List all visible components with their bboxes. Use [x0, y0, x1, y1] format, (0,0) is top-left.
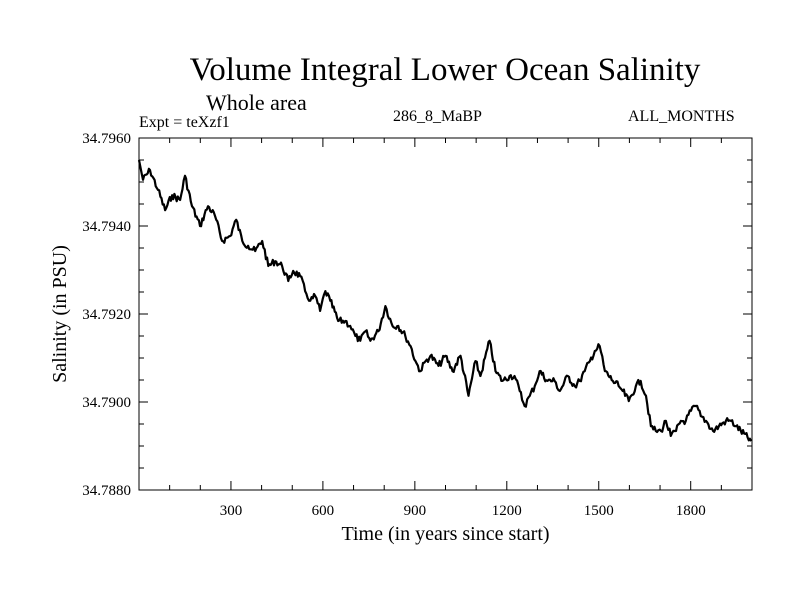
y-tick-label: 34.7900	[82, 395, 131, 411]
axis-ticks	[139, 138, 752, 490]
plot-frame	[138, 137, 753, 491]
x-tick-label: 300	[220, 503, 243, 519]
x-tick-label: 600	[312, 503, 335, 519]
x-tick-label: 900	[404, 503, 427, 519]
y-axis-label: Salinity (in PSU)	[49, 245, 71, 383]
y-tick-label: 34.7940	[82, 219, 131, 235]
x-tick-label: 1800	[676, 503, 706, 519]
y-tick-labels: 34.7880 34.7900 34.7920 34.7940 34.7960	[82, 131, 131, 499]
chart-title: Volume Integral Lower Ocean Salinity	[189, 52, 701, 88]
experiment-label: Expt = teXzf1	[139, 114, 230, 131]
y-tick-label: 34.7880	[82, 483, 131, 499]
period-label: ALL_MONTHS	[628, 108, 735, 125]
y-tick-label: 34.7960	[82, 131, 131, 147]
y-tick-label: 34.7920	[82, 307, 131, 323]
x-tick-label: 1500	[584, 503, 614, 519]
chart-subtitle: Whole area	[206, 90, 307, 115]
x-tick-label: 1200	[492, 503, 522, 519]
experiment-code-label: 286_8_MaBP	[393, 108, 482, 125]
x-tick-labels: 300 600 900 1200 1500 1800	[220, 503, 706, 519]
series-line-salinity	[137, 159, 753, 442]
x-axis-label: Time (in years since start)	[341, 523, 549, 545]
